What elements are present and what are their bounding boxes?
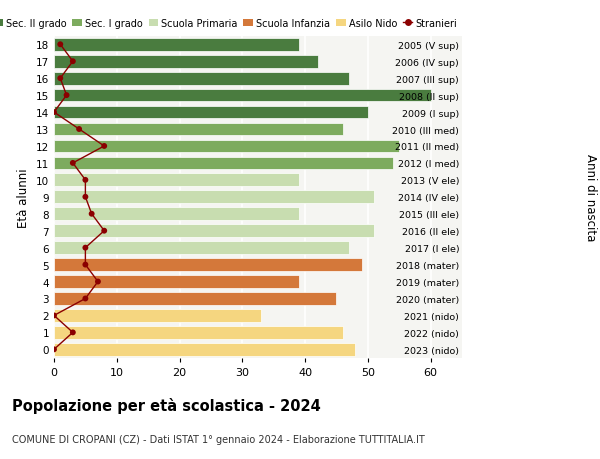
Bar xyxy=(54,326,343,339)
Bar xyxy=(54,191,374,204)
Text: Anni di nascita: Anni di nascita xyxy=(584,154,597,241)
Bar xyxy=(54,90,431,102)
Bar xyxy=(54,157,393,170)
Bar xyxy=(54,140,399,153)
Legend: Sec. II grado, Sec. I grado, Scuola Primaria, Scuola Infanzia, Asilo Nido, Stran: Sec. II grado, Sec. I grado, Scuola Prim… xyxy=(0,19,457,28)
Bar xyxy=(54,39,299,51)
Point xyxy=(100,228,109,235)
Point xyxy=(80,295,90,302)
Point xyxy=(62,92,71,100)
Point xyxy=(80,194,90,201)
Bar xyxy=(54,309,261,322)
Y-axis label: Età alunni: Età alunni xyxy=(17,168,31,227)
Bar xyxy=(54,56,317,68)
Bar xyxy=(54,174,299,187)
Point xyxy=(55,41,65,49)
Point xyxy=(80,177,90,184)
Bar xyxy=(54,292,337,305)
Bar xyxy=(54,259,362,271)
Point xyxy=(80,245,90,252)
Point xyxy=(49,346,59,353)
Bar xyxy=(54,208,299,221)
Point xyxy=(49,312,59,319)
Bar xyxy=(54,225,374,238)
Point xyxy=(93,278,103,285)
Point xyxy=(74,126,84,134)
Point xyxy=(68,329,77,336)
Point xyxy=(80,261,90,269)
Bar xyxy=(54,123,343,136)
Bar xyxy=(54,275,299,288)
Bar xyxy=(54,73,349,85)
Bar xyxy=(54,242,349,254)
Point xyxy=(68,58,77,66)
Point xyxy=(100,143,109,150)
Point xyxy=(68,160,77,167)
Point xyxy=(55,75,65,83)
Text: COMUNE DI CROPANI (CZ) - Dati ISTAT 1° gennaio 2024 - Elaborazione TUTTITALIA.IT: COMUNE DI CROPANI (CZ) - Dati ISTAT 1° g… xyxy=(12,434,425,444)
Text: Popolazione per età scolastica - 2024: Popolazione per età scolastica - 2024 xyxy=(12,397,321,413)
Point xyxy=(49,109,59,117)
Bar xyxy=(54,343,355,356)
Bar xyxy=(54,106,368,119)
Point xyxy=(87,211,97,218)
